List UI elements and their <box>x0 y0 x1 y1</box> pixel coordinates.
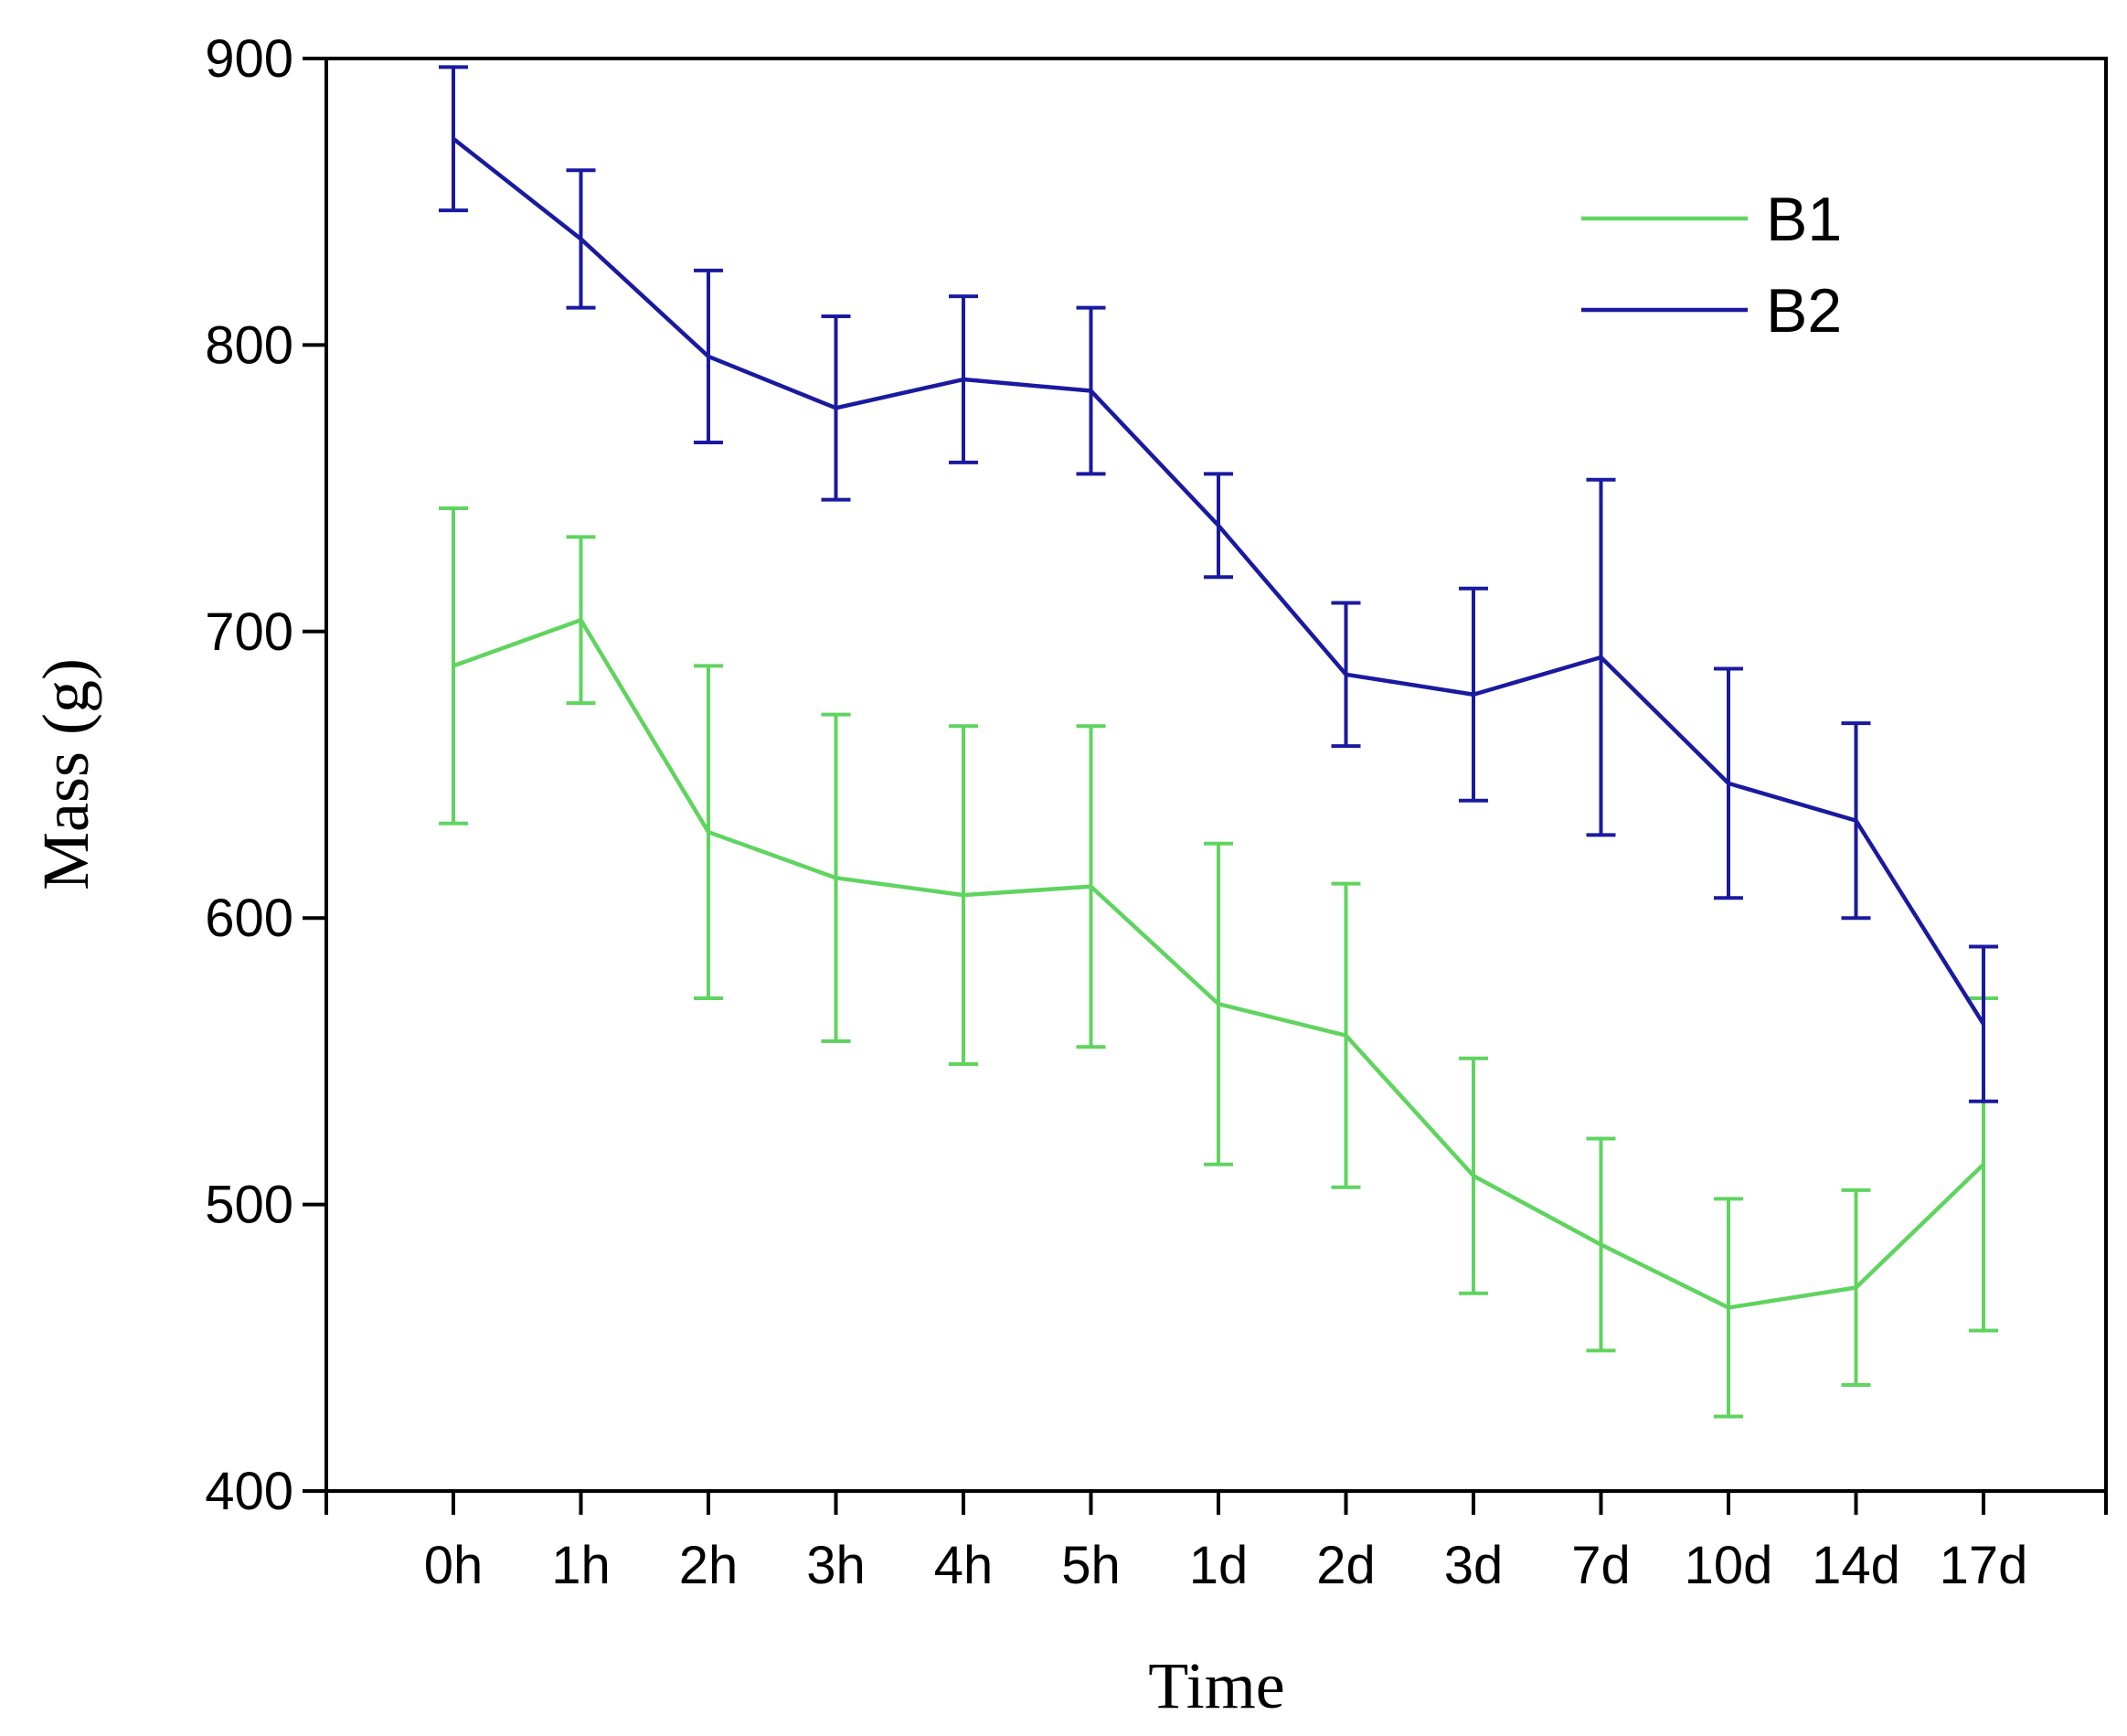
x-tick-label-0h: 0h <box>424 1536 484 1595</box>
plot-frame <box>324 57 2108 1493</box>
y-tick-label-700: 700 <box>205 602 293 662</box>
x-tick-label-17d: 17d <box>1940 1536 2028 1595</box>
y-tick-label-400: 400 <box>205 1462 293 1521</box>
y-tick-label-900: 900 <box>205 29 293 89</box>
y-tick-label-500: 500 <box>205 1176 293 1235</box>
series-line-B2 <box>452 136 1985 1026</box>
x-tick-label-4h: 4h <box>934 1536 994 1595</box>
y-axis: 400 500 600 700 800 900 <box>205 29 326 1521</box>
y-tick-label-600: 600 <box>205 889 293 948</box>
x-axis: 0h 1h 2h 3h 4h 5h 1d 2d 3d 7d 10d 14d 17d <box>324 1491 2108 1595</box>
x-tick-label-2h: 2h <box>679 1536 739 1595</box>
legend-label-B2: B2 <box>1766 276 1842 346</box>
x-axis-title: Time <box>1148 1649 1284 1722</box>
x-tick-label-2d: 2d <box>1316 1536 1376 1595</box>
legend-label-B1: B1 <box>1766 185 1842 254</box>
series-B2 <box>439 65 1998 1103</box>
x-tick-label-3d: 3d <box>1444 1536 1504 1595</box>
series-line-B1 <box>452 618 1985 1310</box>
y-axis-title: Mass (g) <box>29 658 102 890</box>
x-tick-label-7d: 7d <box>1571 1536 1631 1595</box>
x-tick-label-14d: 14d <box>1812 1536 1900 1595</box>
y-tick-label-800: 800 <box>205 315 293 375</box>
x-tick-label-1d: 1d <box>1189 1536 1249 1595</box>
x-tick-label-1h: 1h <box>551 1536 611 1595</box>
series-layer <box>439 65 1998 1419</box>
x-tick-label-10d: 10d <box>1685 1536 1773 1595</box>
x-tick-label-3h: 3h <box>806 1536 866 1595</box>
series-B1 <box>439 506 1998 1419</box>
x-tick-label-5h: 5h <box>1061 1536 1121 1595</box>
